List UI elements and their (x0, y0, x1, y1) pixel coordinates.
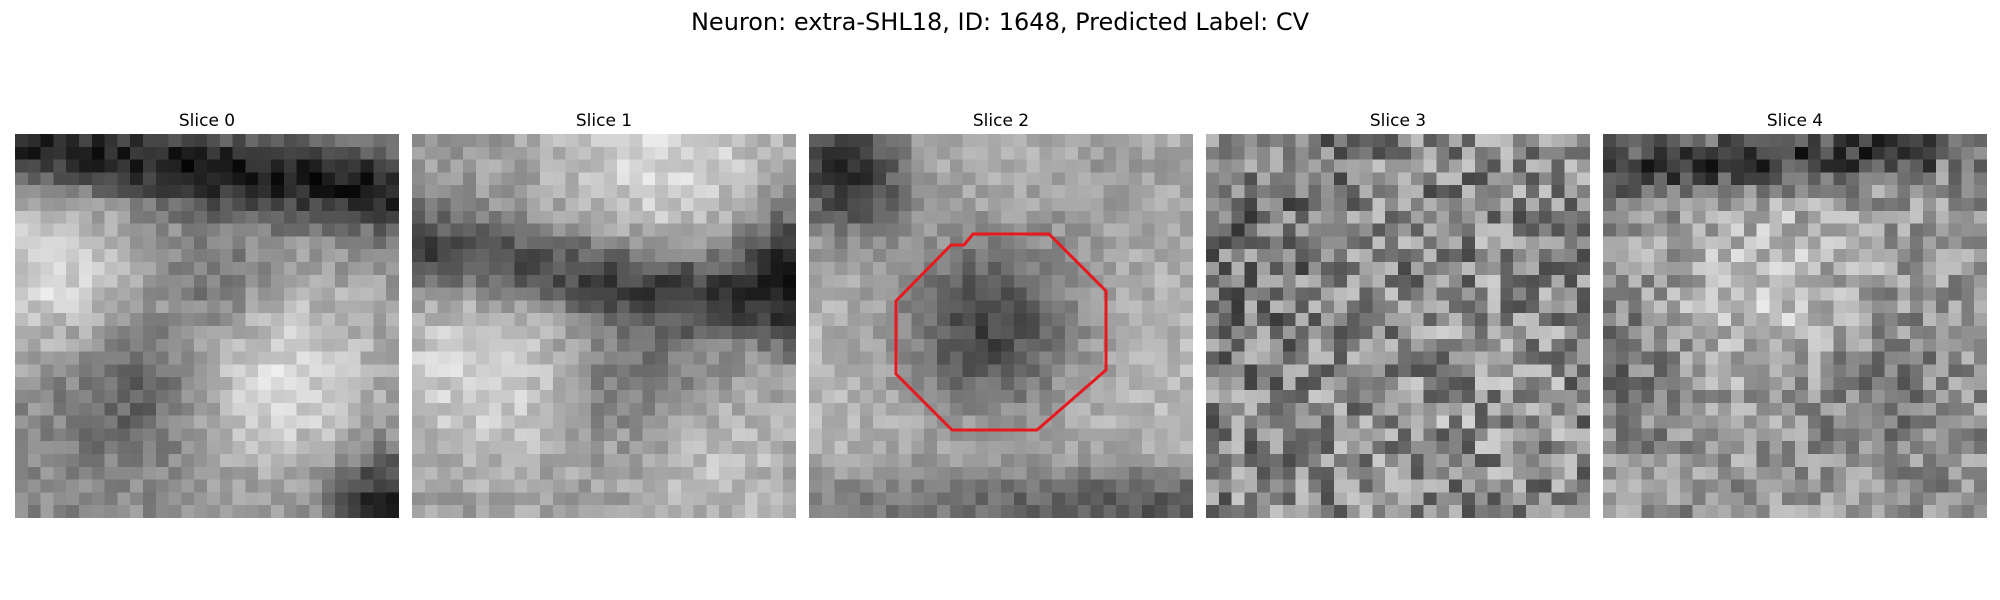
slice-image-3 (1206, 134, 1590, 518)
roi-outline (894, 232, 1108, 432)
slice-title-0: Slice 0 (178, 111, 236, 131)
slice-panel-0: Slice 0 (15, 108, 399, 518)
slice-image-1 (412, 134, 796, 518)
slice-title-3: Slice 3 (1369, 111, 1427, 131)
slice-title-2: Slice 2 (972, 111, 1030, 131)
slice-panel-4: Slice 4 (1603, 108, 1987, 518)
slice-panel-2: Slice 2 (809, 108, 1193, 518)
slice-image-2 (809, 134, 1193, 518)
slice-panel-1: Slice 1 (412, 108, 796, 518)
slice-title-4: Slice 4 (1766, 111, 1824, 131)
slice-title-1: Slice 1 (575, 111, 633, 131)
slice-panel-3: Slice 3 (1206, 108, 1590, 518)
figure-title: Neuron: extra-SHL18, ID: 1648, Predicted… (690, 8, 1310, 36)
slice-image-4 (1603, 134, 1987, 518)
slice-image-0 (15, 134, 399, 518)
